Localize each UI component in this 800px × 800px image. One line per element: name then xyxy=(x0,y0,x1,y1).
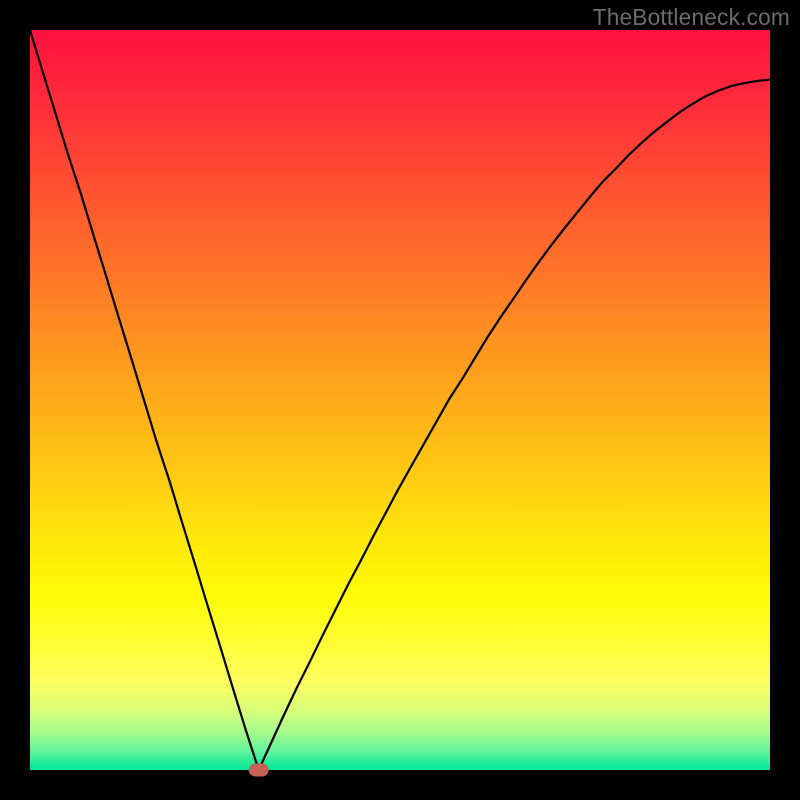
minimum-marker xyxy=(249,764,269,777)
plot-background xyxy=(30,30,770,770)
bottleneck-chart xyxy=(0,0,800,800)
chart-container: TheBottleneck.com xyxy=(0,0,800,800)
watermark-text: TheBottleneck.com xyxy=(593,4,790,31)
